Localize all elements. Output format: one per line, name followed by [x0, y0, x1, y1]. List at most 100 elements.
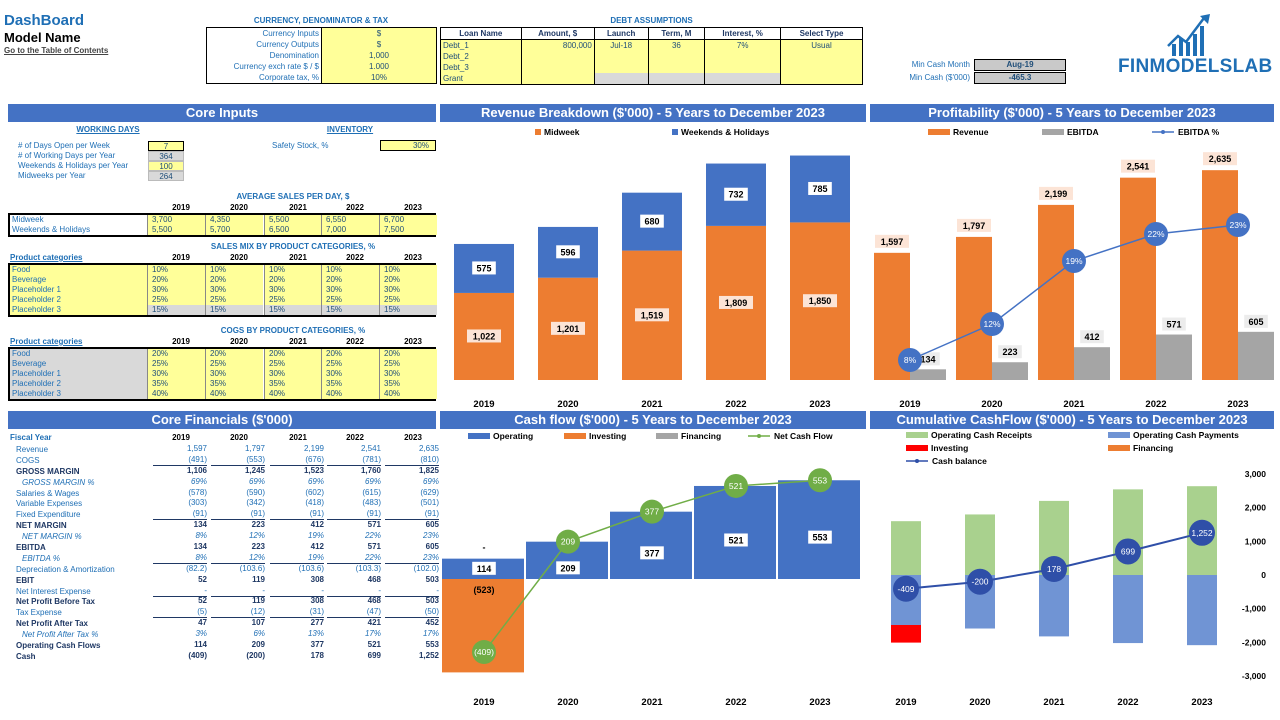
grid-cell[interactable]: 6,500 — [264, 225, 322, 235]
grid-cell[interactable]: 25% — [205, 295, 263, 305]
grid-cell[interactable]: 10% — [321, 265, 379, 275]
grid-cell[interactable]: 40% — [205, 389, 263, 399]
grid-cell[interactable]: 20% — [264, 349, 322, 359]
currency-input[interactable]: 1,000 — [321, 50, 437, 61]
grid-cell[interactable]: 35% — [264, 379, 322, 389]
debt-cell[interactable] — [520, 62, 595, 73]
grid-cell[interactable]: 6,700 — [379, 215, 437, 225]
grid-cell[interactable]: 25% — [264, 295, 322, 305]
grid-cell[interactable]: 25% — [264, 359, 322, 369]
debt-cell[interactable] — [780, 73, 863, 85]
grid-cell[interactable]: 30% — [379, 369, 437, 379]
grid-cell[interactable]: 30% — [321, 285, 379, 295]
grid-cell[interactable]: 5,500 — [147, 225, 205, 235]
grid-cell[interactable]: 40% — [379, 389, 437, 399]
debt-cell[interactable]: Debt_3 — [440, 62, 522, 73]
revenue-chart-header: Revenue Breakdown ($'000) - 5 Years to D… — [440, 104, 866, 122]
grid-cell[interactable]: 30% — [205, 285, 263, 295]
grid-cell[interactable]: 10% — [379, 265, 437, 275]
debt-cell[interactable]: 800,000 — [520, 39, 595, 51]
grid-cell[interactable]: 25% — [147, 295, 205, 305]
financials-value: 114 — [194, 640, 207, 650]
currency-input[interactable]: $ — [321, 39, 437, 50]
debt-cell[interactable] — [593, 62, 649, 73]
grid-cell[interactable]: 25% — [147, 359, 205, 369]
grid-cell[interactable]: 40% — [264, 389, 322, 399]
debt-cell[interactable] — [704, 62, 781, 73]
debt-cell[interactable] — [520, 73, 595, 85]
grid-cell[interactable]: 10% — [147, 265, 205, 275]
grid-cell[interactable]: 35% — [147, 379, 205, 389]
grid-cell[interactable]: 5,500 — [264, 215, 322, 225]
debt-cell[interactable]: Debt_1 — [440, 39, 522, 51]
grid-cell[interactable]: 20% — [321, 349, 379, 359]
debt-cell[interactable] — [647, 62, 705, 73]
debt-cell[interactable]: Grant — [440, 73, 522, 85]
financials-label: EBIT — [16, 575, 35, 585]
grid-cell[interactable]: 10% — [264, 265, 322, 275]
grid-cell[interactable]: 20% — [379, 275, 437, 285]
currency-input[interactable]: $ — [321, 27, 437, 39]
debt-cell[interactable]: 36 — [647, 39, 705, 51]
currency-input[interactable]: 1.000 — [321, 61, 437, 72]
debt-cell[interactable]: Usual — [780, 39, 863, 51]
grid-cell[interactable]: 35% — [379, 379, 437, 389]
grid-cell[interactable]: 15% — [147, 305, 205, 315]
toc-link[interactable]: Go to the Table of Contents — [4, 46, 109, 55]
grid-cell[interactable]: 20% — [147, 349, 205, 359]
grid-cell[interactable]: 20% — [321, 275, 379, 285]
debt-cell[interactable]: 7% — [704, 39, 781, 51]
grid-cell[interactable]: 10% — [205, 265, 263, 275]
grid-cell[interactable]: 25% — [321, 359, 379, 369]
grid-cell[interactable]: 30% — [147, 285, 205, 295]
working-days-value[interactable]: 7 — [148, 141, 184, 151]
y-tick-label: 0 — [1261, 570, 1266, 580]
grid-cell[interactable]: 30% — [147, 369, 205, 379]
grid-cell[interactable]: 15% — [321, 305, 379, 315]
grid-cell[interactable]: 25% — [321, 295, 379, 305]
grid-cell[interactable]: 30% — [264, 369, 322, 379]
grid-cell[interactable]: 15% — [264, 305, 322, 315]
grid-cell[interactable]: 5,700 — [205, 225, 263, 235]
grid-cell[interactable]: 30% — [379, 285, 437, 295]
grid-cell[interactable]: 20% — [264, 275, 322, 285]
grid-cell[interactable]: 20% — [379, 349, 437, 359]
grid-cell[interactable]: 4,350 — [205, 215, 263, 225]
grid-cell[interactable]: 7,000 — [321, 225, 379, 235]
grid-cell[interactable]: 35% — [205, 379, 263, 389]
grid-cell[interactable]: 3,700 — [147, 215, 205, 225]
grid-cell[interactable]: 30% — [321, 369, 379, 379]
grid-cell[interactable]: 15% — [205, 305, 263, 315]
debt-cell[interactable] — [647, 73, 705, 85]
safety-stock-input[interactable]: 30% — [380, 140, 436, 151]
debt-cell[interactable] — [593, 73, 649, 85]
year-header: 2022 — [346, 337, 364, 346]
grid-cell[interactable]: 40% — [321, 389, 379, 399]
grid-cell[interactable]: 20% — [205, 275, 263, 285]
debt-cell[interactable] — [520, 51, 595, 62]
debt-cell[interactable] — [780, 62, 863, 73]
debt-cell[interactable] — [780, 51, 863, 62]
grid-cell[interactable]: 30% — [264, 285, 322, 295]
grid-cell[interactable]: 25% — [205, 359, 263, 369]
grid-cell[interactable]: 7,500 — [379, 225, 437, 235]
grid-cell[interactable]: 25% — [379, 359, 437, 369]
grid-cell[interactable]: 15% — [379, 305, 437, 315]
currency-input[interactable]: 10% — [321, 72, 437, 84]
debt-cell[interactable] — [704, 51, 781, 62]
year-header: 2021 — [289, 337, 307, 346]
grid-cell[interactable]: 6,550 — [321, 215, 379, 225]
grid-cell[interactable]: 20% — [205, 349, 263, 359]
legend-item: Operating — [468, 431, 533, 441]
grid-cell[interactable]: 35% — [321, 379, 379, 389]
financials-label: Cash — [16, 651, 36, 661]
debt-cell[interactable]: Jul-18 — [593, 39, 649, 51]
grid-cell[interactable]: 30% — [205, 369, 263, 379]
grid-cell[interactable]: 40% — [147, 389, 205, 399]
debt-cell[interactable] — [647, 51, 705, 62]
grid-cell[interactable]: 25% — [379, 295, 437, 305]
grid-cell[interactable]: 20% — [147, 275, 205, 285]
debt-cell[interactable]: Debt_2 — [440, 51, 522, 62]
debt-cell[interactable] — [704, 73, 781, 85]
debt-cell[interactable] — [593, 51, 649, 62]
